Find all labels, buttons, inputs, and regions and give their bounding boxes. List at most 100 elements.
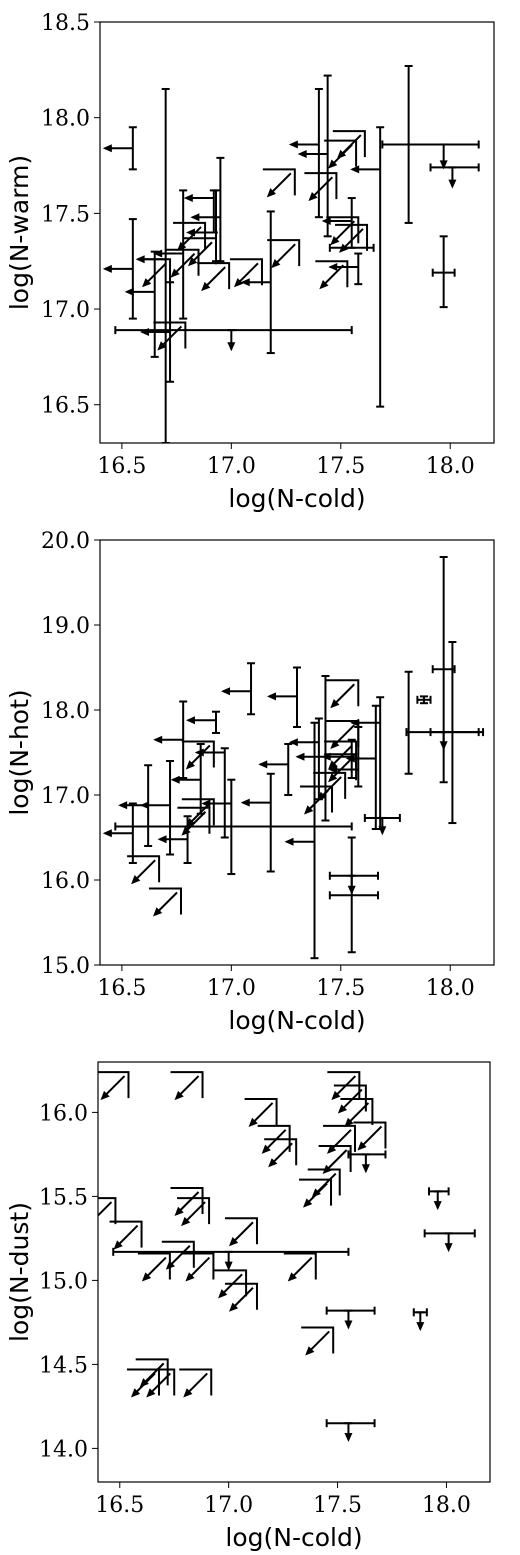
arrow-head — [142, 278, 152, 288]
arrow-head — [271, 258, 281, 269]
limit-bracket — [181, 1252, 215, 1280]
measurement-point — [114, 822, 353, 831]
arrow-head — [157, 835, 167, 844]
arrow-head — [330, 699, 340, 709]
y-tick-label: 18.0 — [41, 107, 90, 132]
limit-bracket — [161, 1240, 195, 1268]
arrow-head — [288, 738, 298, 747]
upper-limit-marker — [148, 887, 182, 917]
upper-limit-marker — [307, 1168, 341, 1198]
limit-bracket — [184, 237, 218, 265]
limit-bracket — [333, 1084, 367, 1112]
arrow-head — [357, 1141, 367, 1151]
measurement-point — [157, 815, 192, 864]
measurement-point — [328, 252, 363, 286]
diagonal-arrow — [98, 1201, 113, 1217]
y-tick-label: 17.5 — [41, 202, 90, 227]
upper-limit-marker — [326, 720, 360, 750]
arrow-head — [87, 1217, 96, 1226]
y-axis-label: log(N-hot) — [5, 689, 34, 815]
arrow-head — [152, 907, 163, 917]
arrow-head — [102, 144, 112, 153]
data-layer — [87, 1071, 476, 1442]
arrow-head — [227, 342, 236, 352]
measurement-point — [328, 874, 379, 954]
limit-bracket — [324, 740, 358, 768]
upper-limit-marker — [324, 740, 358, 770]
upper-limit-marker — [142, 1368, 176, 1398]
upper-limit-marker — [161, 1240, 195, 1270]
arrow-head — [308, 191, 318, 202]
measurement-point — [412, 1308, 428, 1332]
x-tick-label: 18.0 — [422, 1493, 471, 1518]
arrow-head — [295, 752, 305, 761]
upper-limit-marker — [262, 168, 296, 198]
arrow-head — [240, 798, 250, 807]
arrow-head — [344, 1320, 353, 1330]
arrow-head — [174, 1090, 184, 1101]
arrow-head — [170, 268, 180, 278]
limit-bracket — [301, 1326, 335, 1354]
upper-limit-marker — [135, 1358, 169, 1388]
measurement-point — [114, 326, 353, 352]
upper-limit-marker — [333, 1084, 367, 1114]
limit-bracket — [98, 1071, 130, 1099]
measurement-point — [153, 700, 188, 779]
limit-bracket — [181, 740, 215, 768]
arrow-head — [328, 773, 338, 783]
arrow-head — [181, 1216, 191, 1227]
arrow-head — [266, 188, 277, 198]
limit-bracket — [244, 1097, 278, 1125]
x-axis-label: log(N-cold) — [228, 1006, 365, 1035]
arrow-head — [224, 1261, 233, 1271]
measurement-point — [140, 760, 175, 856]
arrow-head — [153, 735, 163, 744]
upper-limit-marker — [98, 1071, 130, 1101]
data-layer — [102, 556, 485, 960]
upper-limit-marker — [267, 239, 301, 269]
measurement-point — [284, 721, 319, 960]
y-tick-label: 18.0 — [41, 699, 90, 724]
arrow-head — [319, 280, 329, 290]
arrow-head — [287, 1272, 297, 1282]
measurement-point — [429, 163, 480, 189]
limit-bracket — [197, 262, 231, 290]
upper-limit-marker — [283, 1252, 317, 1282]
measurement-point — [325, 1419, 376, 1442]
arrow-head — [221, 687, 231, 696]
upper-limit-marker — [181, 1252, 215, 1282]
x-axis-label: log(N-cold) — [228, 484, 365, 513]
arrow-head — [201, 281, 211, 292]
arrow-head — [124, 287, 134, 296]
arrow-head — [248, 1117, 258, 1127]
limit-bracket — [109, 1220, 143, 1248]
x-tick-label: 18.0 — [426, 454, 475, 479]
measurement-point — [431, 235, 456, 309]
x-tick-label: 17.0 — [207, 976, 256, 1001]
arrow-head — [344, 1117, 354, 1127]
arrow-head — [261, 1144, 271, 1154]
arrow-head — [268, 1158, 278, 1168]
limit-bracket — [299, 1178, 333, 1206]
upper-limit-marker — [179, 1368, 213, 1398]
x-tick-label: 16.5 — [97, 454, 146, 479]
measurement-point — [363, 813, 401, 836]
arrow-head — [258, 760, 268, 769]
measurement-point — [321, 738, 356, 779]
arrow-head — [131, 875, 141, 885]
arrow-head — [190, 213, 200, 222]
limit-bracket — [353, 1121, 387, 1149]
y-tick-label: 16.0 — [41, 869, 90, 894]
upper-limit-marker — [153, 321, 187, 351]
arrow-head — [328, 262, 338, 271]
arrow-head — [305, 1346, 315, 1356]
y-tick-label: 14.5 — [39, 1353, 88, 1378]
measurement-point — [347, 1150, 387, 1174]
arrow-head — [267, 692, 276, 701]
measurement-point — [258, 743, 293, 796]
y-axis-label: log(N-warm) — [5, 155, 34, 310]
limit-bracket — [322, 1124, 356, 1152]
arrow-head — [185, 1272, 195, 1282]
panel-3: 16.5 17.0 17.5 18.0 14.0 14.5 15.0 15.5 16.0 log(… — [5, 1061, 491, 1552]
arrow-head — [185, 818, 196, 828]
